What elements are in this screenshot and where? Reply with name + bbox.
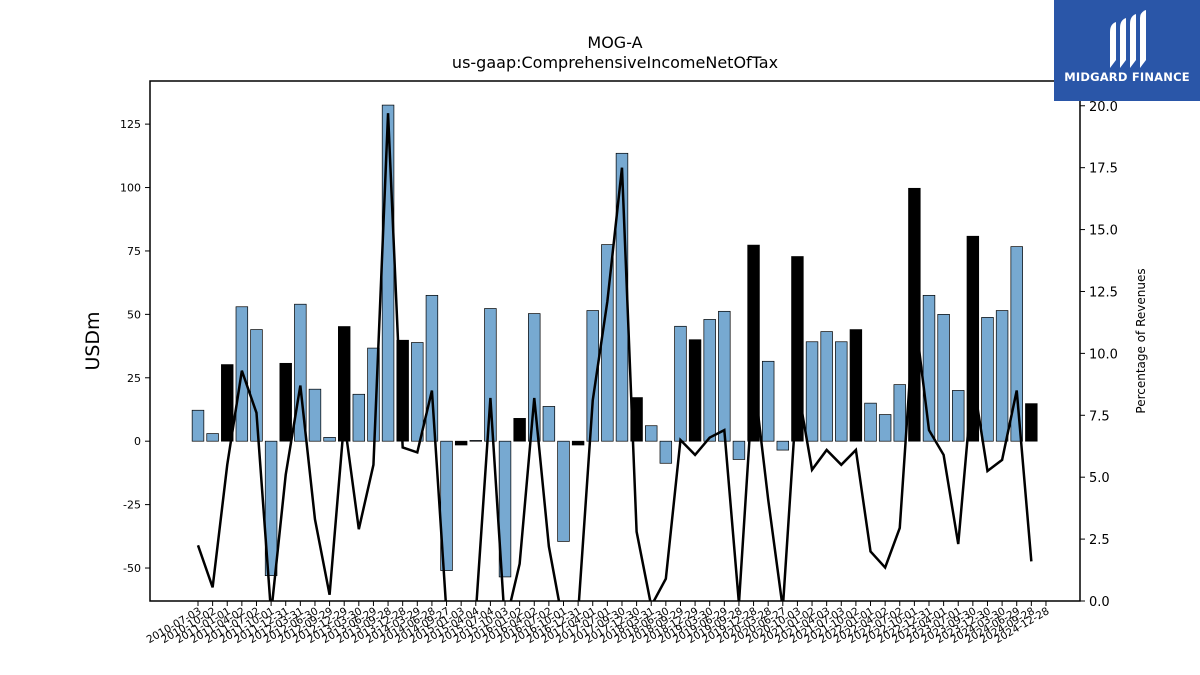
bar <box>952 390 965 442</box>
bar <box>893 384 906 442</box>
bar <box>776 440 790 451</box>
bar <box>484 308 497 442</box>
bar <box>630 397 643 442</box>
bar <box>805 341 819 442</box>
y-tick-label: -25 <box>123 499 141 512</box>
y2-tick-label: 17.5 <box>1089 162 1118 177</box>
bar <box>191 409 205 442</box>
bar <box>937 314 950 442</box>
bar <box>718 310 731 442</box>
bar <box>761 360 775 442</box>
bar <box>454 440 468 446</box>
chart-title: MOG-A <box>587 33 642 52</box>
bar <box>469 440 482 442</box>
bar <box>425 294 439 442</box>
bar <box>966 235 980 442</box>
bar <box>352 393 366 442</box>
bar <box>557 440 570 542</box>
bar <box>308 388 322 442</box>
bar <box>221 364 234 442</box>
bar <box>513 418 526 442</box>
bar <box>206 433 219 442</box>
bar <box>674 325 687 442</box>
series-line <box>196 113 1033 601</box>
y2-tick-label: 2.5 <box>1089 533 1110 548</box>
y2-tick-label: 10.0 <box>1089 347 1118 362</box>
y2-tick-label: 0.0 <box>1089 595 1110 610</box>
bar <box>323 437 336 442</box>
brand-logo: MIDGARD FINANCE <box>1054 0 1200 101</box>
y2-tick-label: 15.0 <box>1089 224 1118 239</box>
axes-layer: -50 -25 0 25 50 75 100 125 0.0 2.5 5.0 7.5 10.0 12.5 1… <box>120 100 1118 646</box>
bar <box>1025 403 1038 442</box>
bar <box>995 310 1009 442</box>
bar <box>542 406 556 442</box>
y2-tick-label: 7.5 <box>1089 409 1110 424</box>
line-layer <box>196 113 1033 601</box>
bar <box>279 362 292 442</box>
bar <box>981 317 994 442</box>
midgard-logo-icon <box>1110 10 1146 68</box>
bar <box>703 319 716 442</box>
bar <box>294 303 307 442</box>
bar <box>498 440 512 578</box>
bar <box>411 342 424 442</box>
bar <box>528 313 541 442</box>
y-tick-label: 75 <box>127 245 141 258</box>
y2-tick-label: 12.5 <box>1089 285 1118 300</box>
y-tick-label: 100 <box>120 182 141 195</box>
bar <box>747 244 760 442</box>
y-tick-label: 25 <box>127 372 141 385</box>
plot-frame <box>149 80 1081 602</box>
bar <box>688 339 702 442</box>
bar <box>791 256 804 442</box>
bar <box>250 329 263 442</box>
bar <box>835 341 848 442</box>
y2-tick-label: 20.0 <box>1089 100 1118 115</box>
bar <box>849 329 863 442</box>
bars-layer <box>191 104 1038 578</box>
bar <box>732 440 746 460</box>
bar <box>645 425 658 442</box>
y-tick-label: 0 <box>134 435 141 448</box>
bar <box>820 331 833 442</box>
bar <box>381 104 395 442</box>
bar <box>264 440 278 576</box>
y2-axis-label: Percentage of Revenues <box>1134 268 1148 413</box>
y2-tick-label: 5.0 <box>1089 471 1110 486</box>
bar <box>659 440 673 464</box>
bar <box>571 440 585 446</box>
chart-subtitle: us-gaap:ComprehensiveIncomeNetOfTax <box>452 53 778 72</box>
y-axis-label: USDm <box>82 311 104 370</box>
bar <box>586 310 599 442</box>
bar <box>1010 246 1023 442</box>
y-tick-label: 50 <box>127 308 141 321</box>
brand-name: MIDGARD FINANCE <box>1064 70 1190 84</box>
bar <box>864 402 877 442</box>
bar <box>878 414 892 442</box>
y-tick-label: 125 <box>120 118 141 131</box>
bar <box>338 326 351 442</box>
bar <box>922 294 936 442</box>
y-tick-label: -50 <box>123 562 141 575</box>
